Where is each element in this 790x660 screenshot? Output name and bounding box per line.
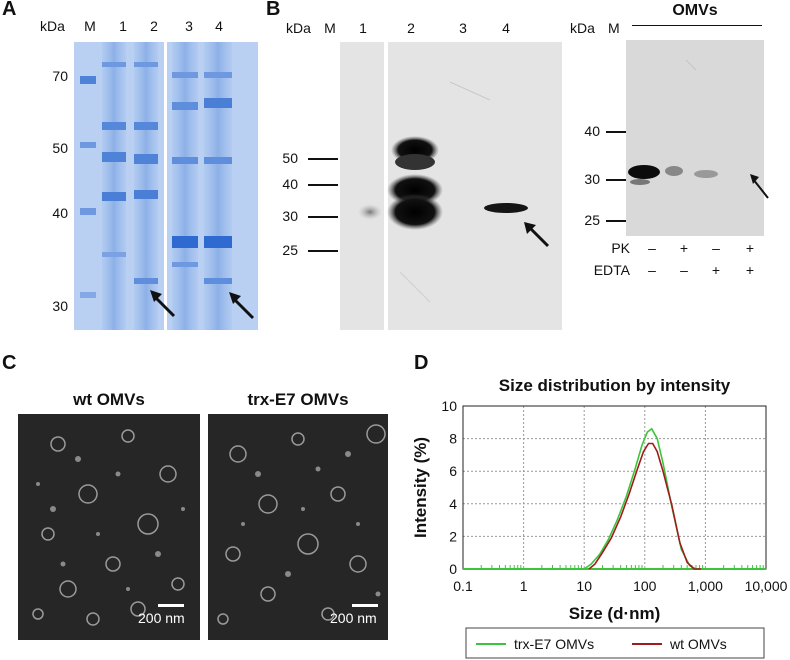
edta-value: + [711,262,721,278]
y-tick-label: 6 [449,463,457,479]
legend-label: trx-E7 OMVs [514,636,594,652]
mw-tick [606,179,626,181]
scale-bar-label: 200 nm [138,610,185,626]
panel-b-right-mw-label: 30 [584,171,600,187]
panel-b-mw-label: 50 [282,150,298,166]
panel-a-letter: A [2,0,17,20]
edta-value: + [745,262,755,278]
panel-b-lane-label: 2 [407,20,415,36]
panel-d-letter: D [414,352,429,374]
panel-a-lane-label: M [84,18,96,34]
arrow-icon [524,222,550,248]
sds-page-gel-image [74,42,258,330]
panel-b-right-mw-label: 25 [584,212,600,228]
arrow-icon [229,292,255,320]
pk-value: – [712,240,720,256]
x-tick-label: 1,000 [688,578,723,594]
panel-c-letter: C [2,352,17,374]
panel-b-letter: B [266,0,281,20]
legend-box [465,627,765,659]
panel-b-right-mw-label: 40 [584,123,600,139]
x-tick-label: 1 [520,578,528,594]
arrow-icon [150,290,176,318]
mw-tick [308,250,338,252]
scale-bar [352,604,378,607]
tem-image-trx-e7 [208,414,388,640]
arrow-icon [750,174,769,199]
legend-label: wt OMVs [669,636,727,652]
panel-b-lane-label: 1 [359,20,367,36]
panel-a-mw-label: 40 [52,205,68,221]
panel-b-lane-label: 3 [459,20,467,36]
pk-value: + [679,240,689,256]
mw-tick [606,131,626,133]
series-line-trx-e7 [583,427,703,570]
pk-value: + [745,240,755,256]
panel-a-lane-label: 4 [215,18,223,34]
chart-title: Size distribution by intensity [499,376,731,395]
edta-value: – [648,262,656,278]
panel-b-mw-label: 40 [282,176,298,192]
size-distribution-chart: Size distribution by intensity 0 2 4 6 8 10 0.1… [411,376,788,659]
scale-bar [158,604,184,607]
edta-value: – [680,262,688,278]
trx-e7-omvs-title: trx-E7 OMVs [247,390,349,409]
y-tick-label: 10 [441,398,457,414]
panel-b-kda-label: kDa [286,20,311,36]
pk-row-label: PK [611,240,630,256]
series-line-wt [588,442,702,570]
plot-frame [462,405,767,570]
panel-a-kda-label: kDa [40,18,65,34]
edta-row-label: EDTA [593,262,630,278]
y-tick-label: 2 [449,528,457,544]
pk-value: – [648,240,656,256]
tem-image-wt [18,414,200,640]
x-tick-label: 0.1 [453,578,473,594]
panel-a-lane-label: 3 [185,18,193,34]
panel-b-mw-label: 25 [282,242,298,258]
y-tick-label: 8 [449,431,457,447]
panel-a-mw-label: 70 [52,68,68,84]
panel-b-lane-label: 4 [502,20,510,36]
mw-tick [308,184,338,186]
panel-b-right-kda-label: kDa [570,20,595,36]
wt-omvs-title: wt OMVs [73,390,145,409]
omvs-title: OMVs [672,2,718,19]
panel-a-mw-label: 30 [52,298,68,314]
omvs-title-underline [632,25,762,26]
omvs-blot-image [626,40,764,236]
x-tick-label: 10 [576,578,592,594]
x-tick-label: 100 [633,578,657,594]
mw-tick [308,158,338,160]
x-axis-label: Size (d·nm) [569,604,661,623]
scale-bar-label: 200 nm [330,610,377,626]
panel-a-mw-label: 50 [52,140,68,156]
panel-b-right-m-label: M [608,20,620,36]
mw-tick [606,220,626,222]
y-axis-label: Intensity (%) [411,437,430,538]
panel-b-mw-label: 30 [282,208,298,224]
y-tick-label: 4 [449,496,457,512]
panel-a-lane-label: 2 [150,18,158,34]
y-tick-label: 0 [449,561,457,577]
x-tick-label: 10,000 [745,578,788,594]
mw-tick [308,216,338,218]
panel-a-lane-label: 1 [119,18,127,34]
western-blot-image [340,42,562,330]
panel-b-lane-label: M [324,20,336,36]
